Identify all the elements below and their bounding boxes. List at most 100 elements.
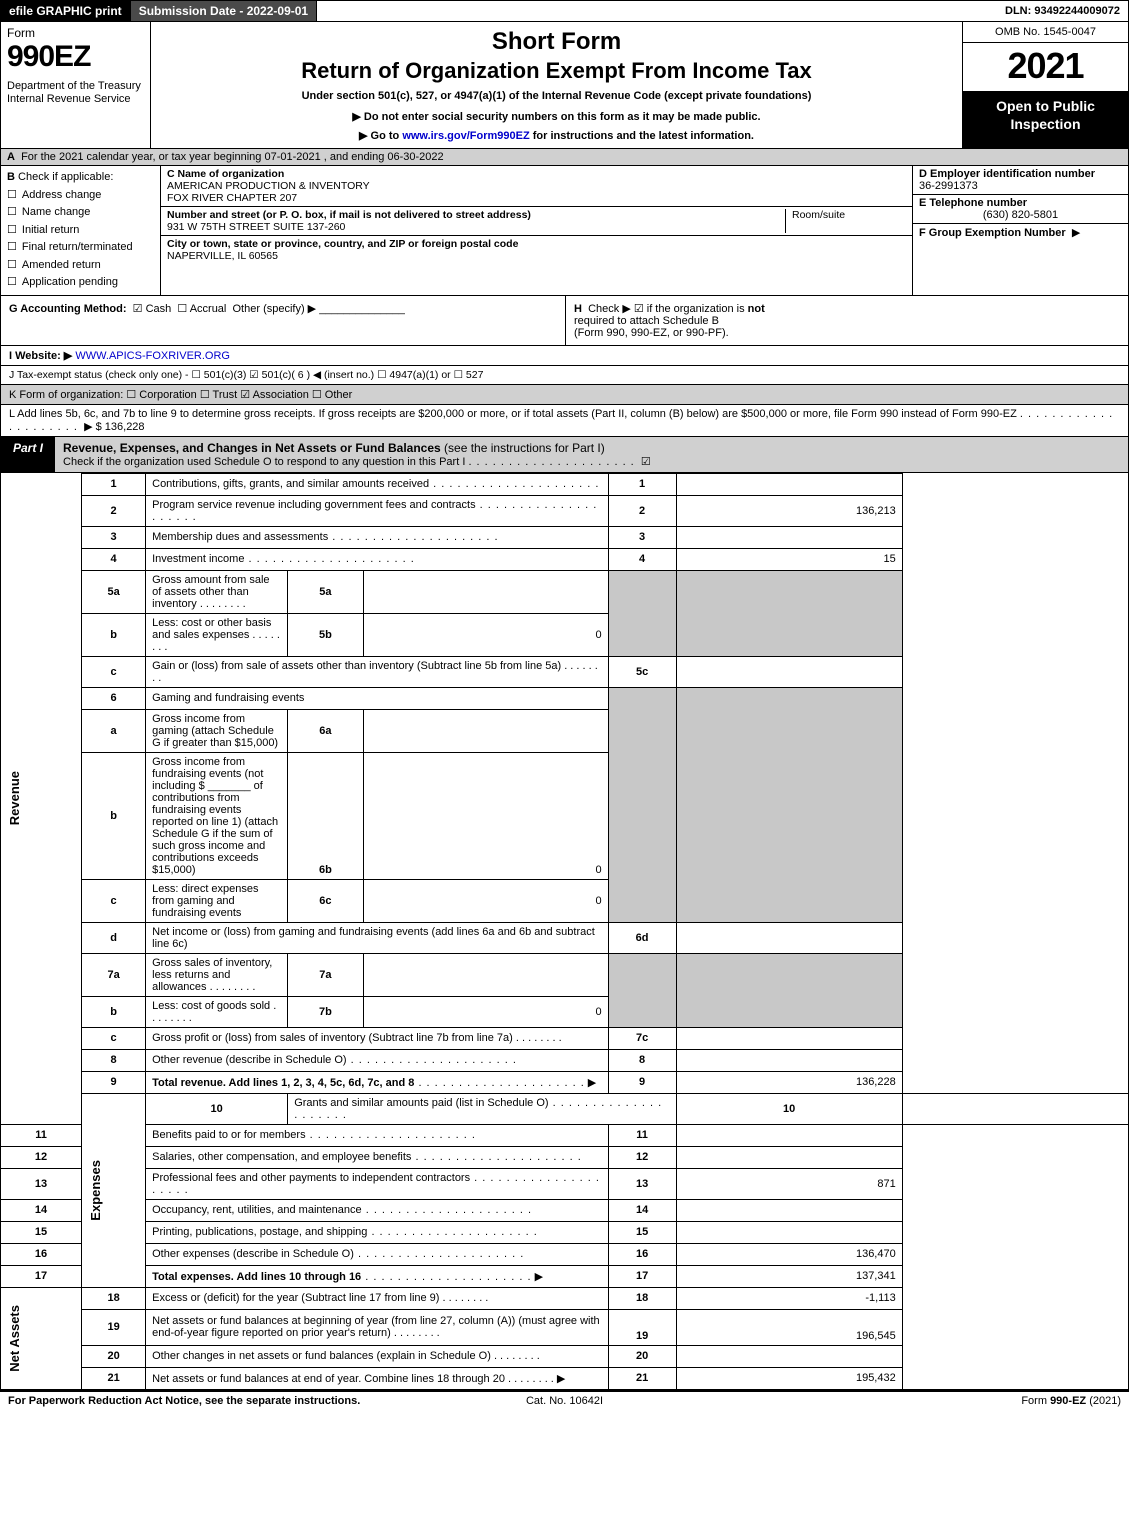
financial-table: Revenue 1 Contributions, gifts, grants, … bbox=[0, 473, 1129, 1390]
section-i: I Website: ▶ WWW.APICS-FOXRIVER.ORG bbox=[0, 346, 1129, 366]
line4-desc: Investment income bbox=[146, 548, 609, 570]
org-name-1: AMERICAN PRODUCTION & INVENTORY bbox=[167, 180, 370, 192]
a-label: A bbox=[7, 151, 15, 163]
line2-value: 136,213 bbox=[676, 495, 902, 526]
b-label: B bbox=[7, 171, 15, 183]
tax-year: 2021 bbox=[963, 43, 1128, 92]
line14-boxnum: 14 bbox=[608, 1199, 676, 1221]
check-address-change[interactable]: Address change bbox=[7, 187, 154, 204]
section-c: C Name of organization AMERICAN PRODUCTI… bbox=[161, 166, 913, 295]
line16-boxnum: 16 bbox=[608, 1243, 676, 1265]
line15-num: 15 bbox=[1, 1221, 82, 1243]
line6-shade2 bbox=[676, 687, 902, 922]
line18-desc: Excess or (deficit) for the year (Subtra… bbox=[146, 1287, 609, 1309]
i-label: I Website: ▶ bbox=[9, 350, 72, 362]
footer-center: Cat. No. 10642I bbox=[379, 1395, 750, 1407]
irs-link[interactable]: www.irs.gov/Form990EZ bbox=[402, 130, 529, 142]
line7c-boxnum: 7c bbox=[608, 1027, 676, 1049]
line2-boxnum: 2 bbox=[608, 495, 676, 526]
section-e: E Telephone number (630) 820-5801 bbox=[913, 195, 1128, 224]
line19-value: 196,545 bbox=[676, 1309, 902, 1345]
line4-num: 4 bbox=[82, 548, 146, 570]
line7b-inner-val: 0 bbox=[363, 996, 608, 1027]
line15-boxnum: 15 bbox=[608, 1221, 676, 1243]
line13-num: 13 bbox=[1, 1168, 82, 1199]
line3-num: 3 bbox=[82, 526, 146, 548]
line17-desc: Total expenses. Add lines 10 through 16 … bbox=[146, 1265, 609, 1287]
part1-check[interactable]: ☑ bbox=[641, 456, 651, 468]
g-other[interactable]: Other (specify) ▶ bbox=[233, 303, 317, 315]
line10-boxnum: 10 bbox=[676, 1093, 902, 1124]
goto-pre: Go to bbox=[371, 130, 403, 142]
line7ab-shade1 bbox=[608, 953, 676, 1027]
line5a-desc: Gross amount from sale of assets other t… bbox=[146, 570, 288, 613]
line5a-inner-num: 5a bbox=[288, 570, 363, 613]
line6c-inner-num: 6c bbox=[288, 879, 363, 922]
goto-line: ▶ Go to www.irs.gov/Form990EZ for instru… bbox=[159, 129, 954, 142]
line7b-num: b bbox=[82, 996, 146, 1027]
section-gh: G Accounting Method: ☑ Cash ☐ Accrual Ot… bbox=[0, 296, 1129, 346]
efile-label: efile GRAPHIC print bbox=[1, 1, 131, 21]
line16-value: 136,470 bbox=[676, 1243, 902, 1265]
line9-num: 9 bbox=[82, 1071, 146, 1093]
line21-boxnum: 21 bbox=[608, 1367, 676, 1389]
l-amount: ▶ $ 136,228 bbox=[84, 421, 144, 433]
form-number: 990EZ bbox=[7, 40, 144, 74]
footer-left: For Paperwork Reduction Act Notice, see … bbox=[8, 1395, 379, 1407]
org-name-2: FOX RIVER CHAPTER 207 bbox=[167, 192, 297, 204]
website-link[interactable]: WWW.APICS-FOXRIVER.ORG bbox=[75, 350, 230, 362]
check-name-change[interactable]: Name change bbox=[7, 204, 154, 221]
line14-desc: Occupancy, rent, utilities, and maintena… bbox=[146, 1199, 609, 1221]
part1-sub1: (see the instructions for Part I) bbox=[444, 441, 605, 455]
line19-boxnum: 19 bbox=[608, 1309, 676, 1345]
c-city-label: City or town, state or province, country… bbox=[167, 238, 518, 250]
line7a-num: 7a bbox=[82, 953, 146, 996]
line6d-desc: Net income or (loss) from gaming and fun… bbox=[146, 922, 609, 953]
line6b-inner-val: 0 bbox=[363, 752, 608, 879]
line12-desc: Salaries, other compensation, and employ… bbox=[146, 1146, 609, 1168]
header-right: OMB No. 1545-0047 2021 Open to Public In… bbox=[963, 22, 1128, 148]
open-public-inspection: Open to Public Inspection bbox=[963, 92, 1128, 148]
form-header: Form 990EZ Department of the Treasury In… bbox=[0, 22, 1129, 149]
g-cash[interactable]: Cash bbox=[146, 303, 172, 315]
line21-num: 21 bbox=[82, 1367, 146, 1389]
g-accrual[interactable]: Accrual bbox=[190, 303, 227, 315]
check-initial-return[interactable]: Initial return bbox=[7, 222, 154, 239]
line6d-value bbox=[676, 922, 902, 953]
goto-post: for instructions and the latest informat… bbox=[530, 130, 754, 142]
line20-desc: Other changes in net assets or fund bala… bbox=[146, 1345, 609, 1367]
line5b-desc: Less: cost or other basis and sales expe… bbox=[146, 613, 288, 656]
line12-value bbox=[676, 1146, 902, 1168]
line5b-num: b bbox=[82, 613, 146, 656]
department-label: Department of the Treasury Internal Reve… bbox=[7, 80, 144, 106]
line2-num: 2 bbox=[82, 495, 146, 526]
line5ab-shade1 bbox=[608, 570, 676, 656]
line14-num: 14 bbox=[1, 1199, 82, 1221]
line17-num: 17 bbox=[1, 1265, 82, 1287]
section-k: K Form of organization: ☐ Corporation ☐ … bbox=[0, 385, 1129, 405]
section-bcdef: B Check if applicable: Address change Na… bbox=[0, 166, 1129, 296]
line6c-desc: Less: direct expenses from gaming and fu… bbox=[146, 879, 288, 922]
line21-value: 195,432 bbox=[676, 1367, 902, 1389]
j-text: J Tax-exempt status (check only one) - ☐… bbox=[9, 369, 483, 381]
omb-number: OMB No. 1545-0047 bbox=[963, 22, 1128, 43]
check-final-return[interactable]: Final return/terminated bbox=[7, 239, 154, 256]
section-d: D Employer identification number 36-2991… bbox=[913, 166, 1128, 195]
check-amended-return[interactable]: Amended return bbox=[7, 257, 154, 274]
netassets-label: Net Assets bbox=[1, 1287, 82, 1389]
line12-boxnum: 12 bbox=[608, 1146, 676, 1168]
form-word: Form bbox=[7, 26, 144, 40]
section-f: F Group Exemption Number ▶ bbox=[913, 224, 1128, 295]
section-g: G Accounting Method: ☑ Cash ☐ Accrual Ot… bbox=[1, 296, 566, 345]
part1-desc: Revenue, Expenses, and Changes in Net As… bbox=[55, 437, 1128, 472]
line5a-num: 5a bbox=[82, 570, 146, 613]
d-label: D Employer identification number bbox=[919, 168, 1095, 180]
line9-boxnum: 9 bbox=[608, 1071, 676, 1093]
line20-num: 20 bbox=[82, 1345, 146, 1367]
h-text1: Check ▶ ☑ if the organization is bbox=[588, 303, 748, 315]
c-name-label: C Name of organization bbox=[167, 168, 906, 180]
check-application-pending[interactable]: Application pending bbox=[7, 274, 154, 291]
line20-boxnum: 20 bbox=[608, 1345, 676, 1367]
line20-value bbox=[676, 1345, 902, 1367]
line11-num: 11 bbox=[1, 1124, 82, 1146]
